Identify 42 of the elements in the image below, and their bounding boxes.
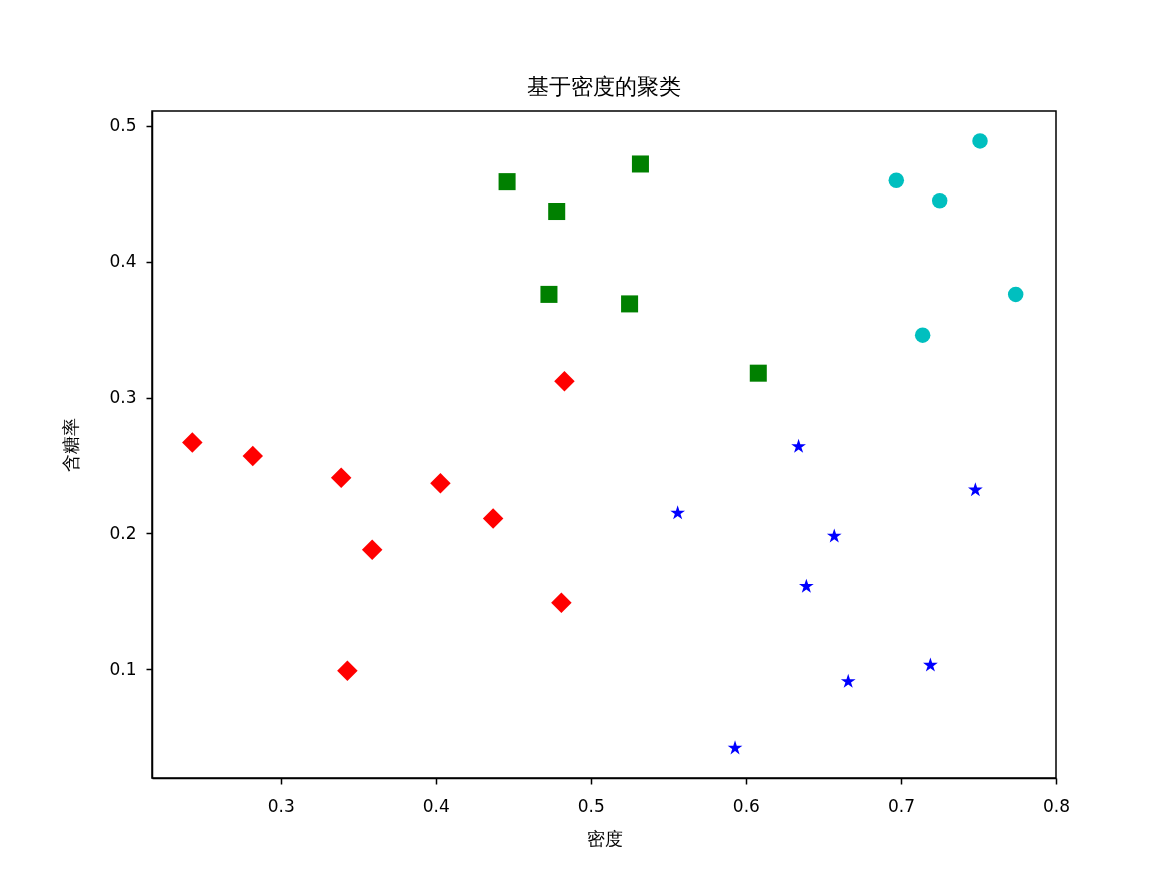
point [621, 295, 639, 313]
point [361, 539, 383, 561]
point [242, 445, 264, 467]
y-axis-title: 含糖率 [60, 418, 82, 472]
point [923, 657, 938, 672]
point [337, 660, 358, 681]
point [631, 155, 649, 173]
x-tick-label: 0.4 [422, 795, 450, 816]
x-axis-title: 密度 [586, 827, 623, 849]
x-tick-label: 0.8 [1042, 795, 1071, 816]
y-tick-label: 0.5 [109, 115, 137, 136]
x-tick-label: 0.7 [887, 795, 915, 816]
point [972, 133, 988, 149]
point [791, 438, 806, 453]
y-tick-label: 0.4 [109, 251, 137, 272]
point [727, 740, 743, 755]
chart-title: 基于密度的聚类 [527, 74, 681, 99]
point [540, 285, 558, 303]
point [430, 472, 451, 494]
point [1007, 286, 1024, 303]
point [826, 528, 842, 543]
point [931, 192, 948, 209]
point [914, 327, 931, 343]
point [182, 432, 203, 453]
point [330, 467, 352, 489]
point [498, 173, 516, 191]
point [840, 673, 856, 688]
point [551, 592, 572, 614]
x-tick-label: 0.3 [267, 795, 295, 816]
y-tick-label: 0.2 [109, 522, 137, 543]
x-tick-label: 0.6 [732, 795, 760, 816]
point [670, 505, 686, 520]
point [798, 578, 814, 593]
y-tick-label: 0.1 [109, 658, 137, 679]
y-tick-label: 0.3 [109, 387, 137, 408]
point [888, 172, 905, 189]
point [749, 364, 767, 382]
point [482, 508, 504, 529]
point [548, 203, 566, 221]
point [968, 482, 983, 497]
x-tick-label: 0.5 [577, 795, 605, 816]
point [554, 371, 575, 392]
